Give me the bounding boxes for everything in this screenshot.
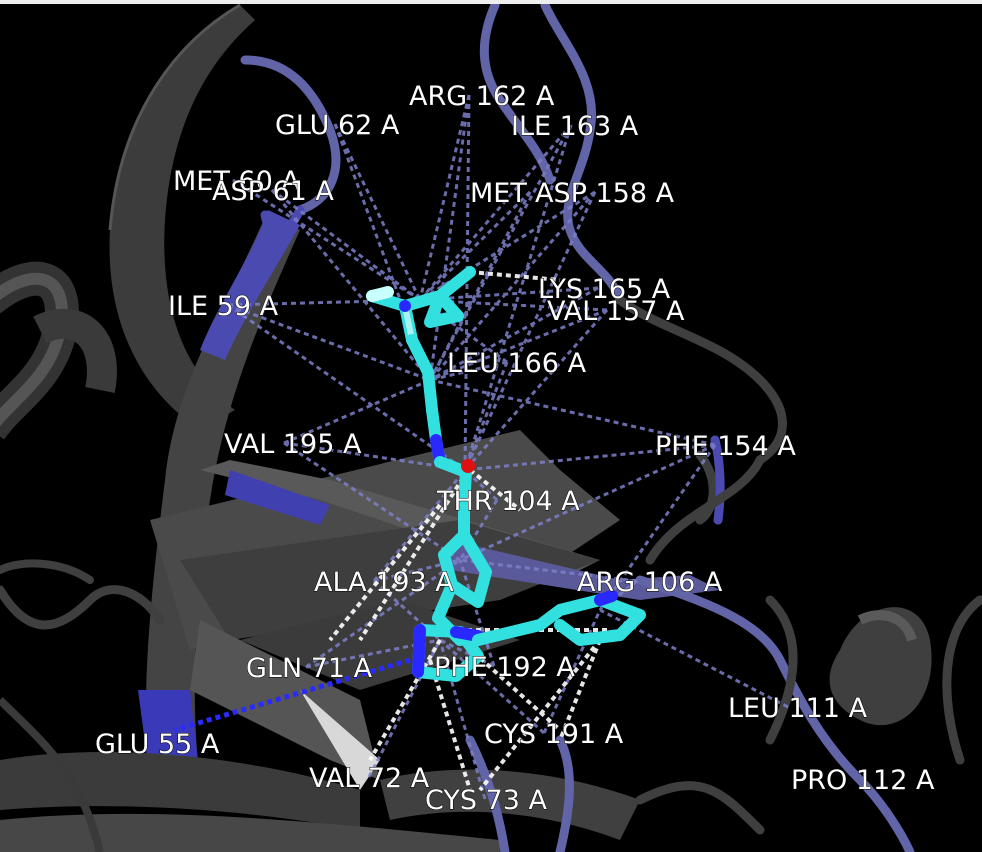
contact-line-asp158	[463, 191, 597, 471]
contact-line-leu166	[463, 361, 509, 471]
ligand-sticks[interactable]	[366, 266, 646, 682]
helix-left	[0, 261, 117, 440]
contact-line-arg106	[459, 558, 638, 583]
residue-label-val195: VAL 195 A	[224, 429, 362, 460]
contact-line-phe154	[464, 443, 716, 472]
residue-label-glu55: GLU 55 A	[95, 729, 220, 760]
residue-label-lys165: LYS 165 A	[538, 274, 671, 305]
contact-line-ile59	[227, 303, 466, 472]
protein-cartoon	[0, 4, 982, 852]
residue-label-ile163: ILE 163 A	[511, 111, 639, 142]
residue-label-asp61: ASP 61 A	[212, 176, 334, 207]
residue-label-asp158: ASP 158 A	[535, 178, 675, 209]
contact-line-ile163	[463, 124, 573, 471]
contact-line-phe192	[458, 559, 496, 667]
contact-line-phe154	[459, 443, 716, 562]
contact-line-met60	[232, 178, 421, 302]
contact-line-gln71	[305, 558, 461, 669]
residue-label-cys73: CYS 73 A	[425, 785, 548, 816]
contact-line-lys165	[429, 286, 599, 382]
residue-label-phe154: PHE 154 A	[655, 431, 796, 462]
residue-label-gln71: GLN 71 A	[246, 653, 373, 684]
contact-line-leu166	[429, 360, 508, 382]
contact-line-asp61	[271, 188, 421, 302]
contact-line-glu62	[333, 123, 422, 301]
residue-label-ile59: ILE 59 A	[168, 291, 279, 322]
salt-bridge-line	[174, 657, 411, 733]
residue-label-met60: MET 60 A	[173, 166, 300, 197]
contact-line-phe154	[598, 444, 717, 611]
beta-sheet-bottom	[0, 697, 640, 852]
contact-line-phe154	[429, 378, 716, 447]
contact-line-cys191	[542, 609, 602, 734]
residue-label-ala193: ALA 193 A	[314, 567, 454, 598]
helix-right	[829, 607, 932, 726]
residue-label-leu166: LEU 166 A	[447, 348, 587, 379]
beta-strand-top-left	[108, 4, 255, 430]
residue-label-leu111: LEU 111 A	[728, 693, 868, 724]
residue-label-phe192: PHE 192 A	[434, 652, 575, 683]
residue-label-pro112: PRO 112 A	[791, 765, 935, 796]
contact-line-val195	[283, 441, 466, 472]
contact-line-arg162	[418, 94, 471, 301]
residue-label-thr104: THR 104 A	[436, 486, 580, 517]
contact-line-phe192	[439, 638, 495, 668]
contact-line-cys73	[438, 639, 487, 800]
contact-line-gln71	[305, 638, 441, 669]
residue-label-arg162: ARG 162 A	[409, 81, 555, 112]
contact-line-ala193	[372, 469, 467, 582]
residue-label-val72: VAL 72 A	[309, 763, 430, 794]
contact-line-ile163	[428, 124, 573, 381]
contact-line-val157	[429, 308, 608, 382]
contact-line-ile163	[418, 124, 573, 301]
contact-lines	[227, 94, 789, 800]
residue-label-cys191: CYS 191 A	[484, 719, 624, 750]
contact-line-met	[418, 190, 532, 302]
residue-label-arg106: ARG 106 A	[577, 567, 723, 598]
contact-line-arg162	[428, 94, 471, 381]
contact-line-asp158	[428, 191, 597, 381]
residue-label-met: MET	[470, 178, 527, 209]
contact-line-val72	[367, 639, 442, 778]
residue-label-glu62: GLU 62 A	[275, 110, 400, 141]
residue-label-val157: VAL 157 A	[547, 296, 685, 327]
